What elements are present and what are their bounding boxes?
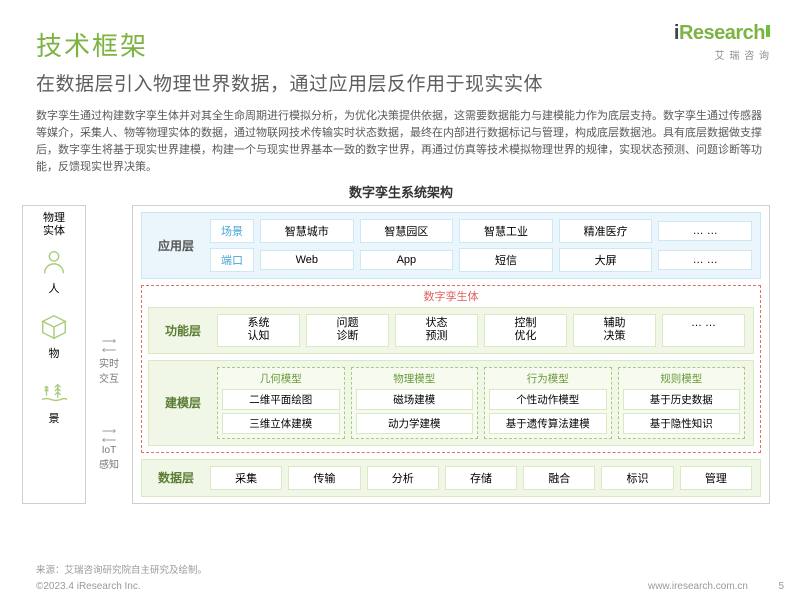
data-chip: 采集 [210, 466, 282, 490]
bidir-arrow-icon: ⟶⟵ [102, 427, 116, 445]
connector-realtime: ⟶⟵ 实时 交互 [94, 337, 124, 385]
entity-person-label: 人 [49, 280, 60, 296]
landscape-icon [39, 377, 69, 407]
entity-column-label: 物理实体 [43, 212, 65, 238]
connector-iot-l2: 感知 [99, 456, 119, 471]
logo-text: iResearch [674, 22, 770, 45]
app-chip: 大屏 [559, 248, 653, 272]
application-layer: 应用层 场景智慧城市智慧园区智慧工业精准医疗… … 端口 Web App短信大屏… … [141, 212, 761, 279]
model-item: 个性动作模型 [489, 389, 607, 410]
app-chip: … … [658, 250, 752, 270]
modeling-layer-label: 建模层 [157, 394, 209, 411]
cube-icon [39, 312, 69, 342]
model-group-title: 行为模型 [489, 371, 607, 386]
app-row: 端口 Web App短信大屏… … [210, 248, 752, 272]
entity-person: 人 [39, 247, 69, 296]
modeling-layer: 建模层 几何模型二维平面绘图三维立体建模物理模型磁场建模动力学建模行为模型个性动… [148, 360, 754, 446]
architecture-diagram: 物理实体 人 物 景 ⟶⟵ 实时 交互 ⟶⟵ IoT 感知 应用层 场景智慧城市… [0, 205, 802, 503]
app-chip: 智慧园区 [360, 219, 454, 243]
app-chip: 短信 [459, 248, 553, 272]
model-group: 规则模型基于历史数据基于隐性知识 [618, 367, 746, 439]
model-item: 三维立体建模 [222, 413, 340, 434]
copyright: ©2023.4 iResearch Inc. [36, 581, 141, 592]
data-layer-label: 数据层 [150, 469, 202, 486]
function-chip: … … [662, 314, 745, 346]
connector-realtime-l2: 交互 [99, 370, 119, 385]
system-architecture: 应用层 场景智慧城市智慧园区智慧工业精准医疗… …端口WebApp短信大屏… …… [132, 205, 770, 503]
model-group: 物理模型磁场建模动力学建模 [351, 367, 479, 439]
entity-scene-label: 景 [49, 410, 60, 426]
app-chip: … … [658, 221, 752, 241]
app-row: 场景智慧城市智慧园区智慧工业精准医疗… … [210, 219, 752, 243]
body-paragraph: 数字孪生通过构建数字孪生体并对其全生命周期进行模拟分析，为优化决策提供依据，这需… [0, 100, 802, 180]
model-group-title: 物理模型 [356, 371, 474, 386]
model-item: 基于历史数据 [623, 389, 741, 410]
diagram-title: 数字孪生系统架构 [0, 182, 802, 201]
logo-subtext: 艾 瑞 咨 询 [674, 47, 770, 62]
app-row-label: 场景 [210, 219, 254, 243]
app-row-label: 端口 [210, 248, 254, 272]
model-item: 动力学建模 [356, 413, 474, 434]
data-chip: 分析 [367, 466, 439, 490]
source-note: 来源：艾瑞咨询研究院自主研究及绘制。 [36, 562, 207, 576]
page-subtitle: 在数据层引入物理世界数据，通过应用层反作用于现实实体 [36, 69, 766, 96]
model-group: 行为模型个性动作模型基于遗传算法建模 [484, 367, 612, 439]
app-chip: App [360, 250, 454, 270]
app-chip: 精准医疗 [559, 219, 653, 243]
app-chip: Web [260, 250, 354, 270]
function-chip: 辅助决策 [573, 314, 656, 346]
page-title: 技术框架 [36, 26, 766, 63]
function-layer-label: 功能层 [157, 322, 209, 339]
model-group-title: 规则模型 [623, 371, 741, 386]
app-chip: 智慧工业 [459, 219, 553, 243]
app-chip: 智慧城市 [260, 219, 354, 243]
function-chip: 状态预测 [395, 314, 478, 346]
model-group-title: 几何模型 [222, 371, 340, 386]
function-chip: 问题诊断 [306, 314, 389, 346]
connector-iot: ⟶⟵ IoT 感知 [94, 427, 124, 471]
model-item: 基于遗传算法建模 [489, 413, 607, 434]
data-chip: 融合 [523, 466, 595, 490]
bidir-arrow-icon: ⟶⟵ [102, 337, 116, 355]
digital-twin-body: 数字孪生体 功能层 系统认知问题诊断状态预测控制优化辅助决策… … 建模层 几何… [141, 285, 761, 452]
footer-url: www.iresearch.com.cn [648, 581, 748, 592]
entity-scene: 景 [39, 377, 69, 426]
data-chip: 管理 [680, 466, 752, 490]
model-item: 二维平面绘图 [222, 389, 340, 410]
data-chip: 存储 [445, 466, 517, 490]
model-group: 几何模型二维平面绘图三维立体建模 [217, 367, 345, 439]
connector-column: ⟶⟵ 实时 交互 ⟶⟵ IoT 感知 [94, 205, 124, 503]
person-icon [39, 247, 69, 277]
digital-twin-title: 数字孪生体 [148, 288, 754, 304]
model-item: 基于隐性知识 [623, 413, 741, 434]
function-chip: 系统认知 [217, 314, 300, 346]
connector-realtime-l1: 实时 [99, 355, 119, 370]
logo: iResearch 艾 瑞 咨 询 [674, 22, 770, 62]
application-layer-label: 应用层 [150, 219, 202, 272]
connector-iot-l1: IoT [102, 445, 116, 456]
function-layer: 功能层 系统认知问题诊断状态预测控制优化辅助决策… … [148, 307, 754, 353]
data-layer: 数据层 采集传输分析存储融合标识管理 [141, 459, 761, 497]
data-chip: 标识 [601, 466, 673, 490]
page-number: 5 [778, 581, 784, 592]
entity-object-label: 物 [49, 345, 60, 361]
data-chip: 传输 [288, 466, 360, 490]
physical-entity-column: 物理实体 人 物 景 [22, 205, 86, 503]
function-chip: 控制优化 [484, 314, 567, 346]
entity-object: 物 [39, 312, 69, 361]
model-item: 磁场建模 [356, 389, 474, 410]
